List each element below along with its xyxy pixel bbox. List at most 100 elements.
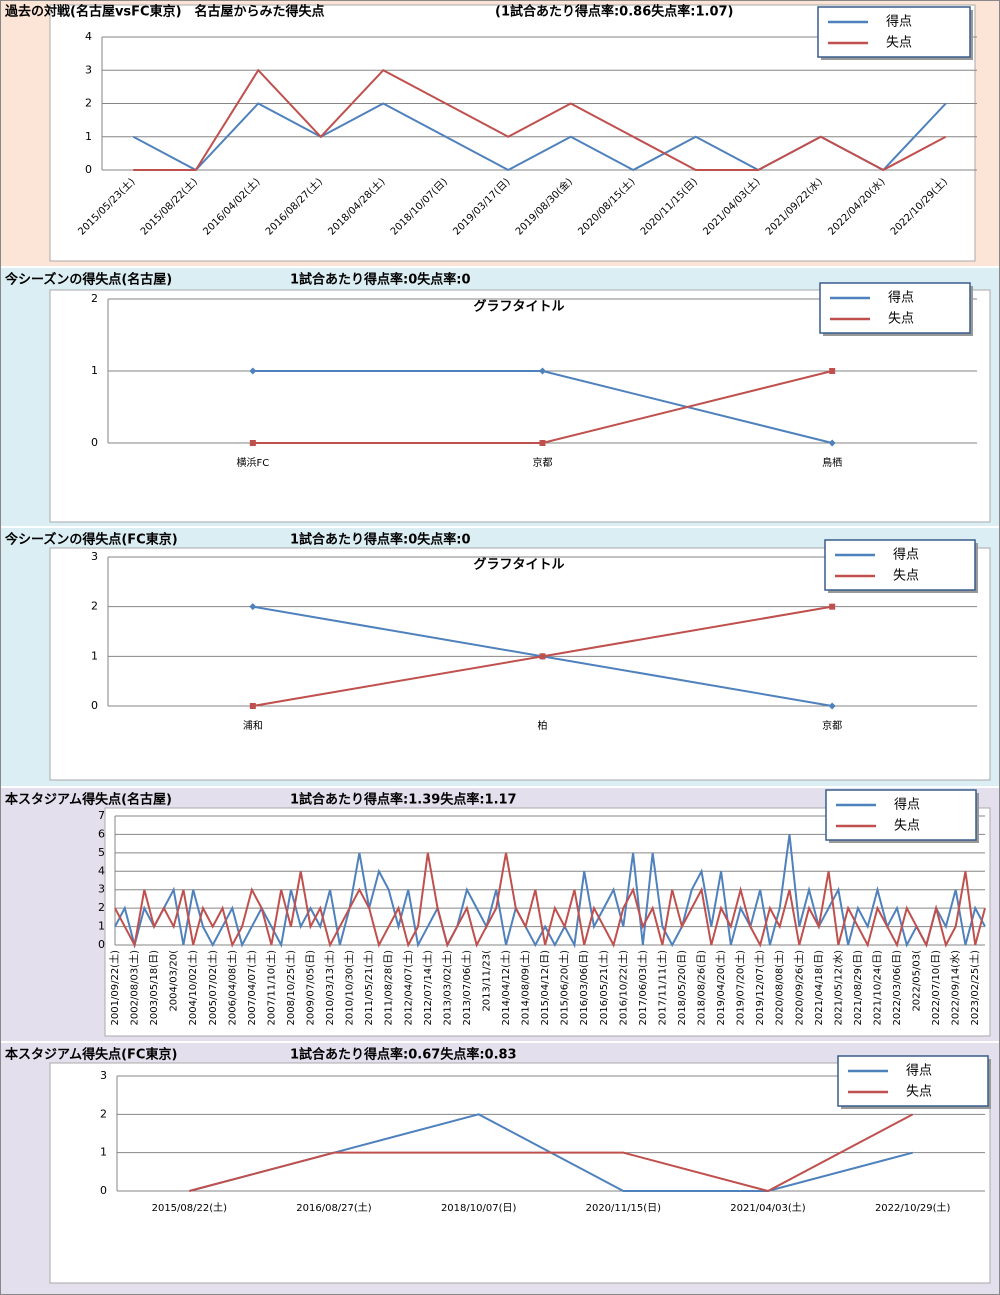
point-marker bbox=[828, 439, 836, 447]
legend-label: 得点 bbox=[888, 290, 914, 306]
x-tick-label: 2012/04/07(土) bbox=[401, 950, 414, 1026]
panel-title: 今シーズンの得失点(FC東京) bbox=[4, 532, 178, 548]
legend-label: 得点 bbox=[886, 14, 912, 30]
x-tick-label: 2008/10/25(土) bbox=[284, 950, 297, 1026]
x-tick-label: 2011/08/28(日) bbox=[384, 950, 395, 1026]
x-tick-label: 2012/07/14(土) bbox=[421, 950, 434, 1026]
x-tick-label: 2018/08/26(日) bbox=[697, 950, 708, 1026]
x-tick-label: 2022/05/03( bbox=[912, 950, 923, 1012]
point-marker bbox=[829, 603, 836, 610]
x-tick-label: 2021/04/18(日) bbox=[814, 950, 825, 1026]
series-line bbox=[133, 68, 947, 172]
x-tick-label: 2003/05/18(日) bbox=[149, 950, 160, 1026]
legend bbox=[837, 1055, 989, 1107]
series-line bbox=[114, 834, 986, 949]
x-tick-label: 2016/05/21(土) bbox=[597, 950, 610, 1026]
panel-subtitle: 1試合あたり得点率:0.67失点率:0.83 bbox=[290, 1047, 517, 1063]
y-tick-label: 1 bbox=[85, 130, 92, 143]
panel-subtitle: 1試合あたり得点率:0失点率:0 bbox=[290, 532, 471, 548]
y-tick-label: 4 bbox=[85, 30, 92, 43]
x-tick-label: 2022/07/10(日) bbox=[931, 950, 942, 1026]
x-tick-label: 横浜FC bbox=[236, 456, 269, 469]
x-tick-label: 京都 bbox=[822, 719, 842, 732]
legend bbox=[825, 789, 977, 841]
y-tick-label: 3 bbox=[91, 550, 98, 563]
y-tick-label: 0 bbox=[91, 436, 98, 449]
x-tick-label: 2007/04/07(土) bbox=[245, 950, 258, 1026]
x-tick-label: 2016/10/22(土) bbox=[616, 950, 629, 1026]
x-tick-label: 2013/03/02(土) bbox=[440, 950, 453, 1026]
y-tick-label: 7 bbox=[98, 809, 105, 822]
panel-title: 本スタジアム得失点(名古屋) bbox=[5, 792, 172, 808]
x-tick-label: 2018/10/07(日) bbox=[441, 1203, 517, 1214]
x-tick-label: 2010/03/13(土) bbox=[323, 950, 336, 1026]
y-tick-label: 0 bbox=[91, 699, 98, 712]
point-marker bbox=[828, 702, 836, 710]
x-tick-label: 2005/07/02(土) bbox=[206, 950, 219, 1026]
y-tick-label: 5 bbox=[98, 846, 105, 859]
point-marker bbox=[249, 703, 256, 709]
legend-label: 得点 bbox=[893, 547, 919, 563]
x-tick-label: 2019/07/20(土) bbox=[734, 950, 747, 1026]
x-tick-label: 2016/03/06(日) bbox=[579, 950, 590, 1026]
x-tick-label: 2020/08/08(土) bbox=[773, 950, 786, 1026]
panel-subtitle: 1試合あたり得点率:0失点率:0 bbox=[290, 272, 471, 288]
x-tick-label: 2022/10/29(土) bbox=[875, 1201, 951, 1214]
x-tick-label: 2021/08/29(日) bbox=[853, 950, 864, 1026]
y-tick-label: 4 bbox=[98, 864, 105, 877]
x-tick-label: 2019/04/20(土) bbox=[714, 950, 727, 1026]
y-tick-label: 1 bbox=[100, 1146, 107, 1159]
x-tick-label: 2022/09/14(水) bbox=[950, 950, 962, 1026]
x-tick-label: 2021/05/12(水) bbox=[832, 950, 844, 1026]
y-tick-label: 0 bbox=[100, 1184, 107, 1197]
y-tick-label: 1 bbox=[98, 920, 105, 933]
y-tick-label: 2 bbox=[91, 600, 98, 613]
x-tick-label: 2007/11/10(土) bbox=[264, 950, 277, 1026]
point-marker bbox=[539, 440, 546, 446]
legend-label: 失点 bbox=[894, 819, 920, 834]
point-marker bbox=[539, 367, 546, 375]
legend-label: 失点 bbox=[888, 312, 914, 327]
legend bbox=[817, 6, 971, 58]
panel-title: 過去の対戦(名古屋vsFC東京) 名古屋からみた得失点 bbox=[4, 4, 325, 20]
point-marker bbox=[539, 653, 546, 660]
x-tick-label: 2021/10/24(日) bbox=[872, 950, 883, 1026]
panel-subtitle: (1試合あたり得点率:0.86失点率:1.07) bbox=[495, 4, 733, 20]
panel-subtitle: 1試合あたり得点率:1.39失点率:1.17 bbox=[290, 792, 517, 808]
series-line bbox=[114, 852, 986, 949]
panel-title: 本スタジアム得失点(FC東京) bbox=[5, 1047, 177, 1063]
legend bbox=[819, 282, 971, 334]
x-tick-label: 2015/06/20(土) bbox=[558, 950, 571, 1026]
x-tick-label: 2016/08/27(土) bbox=[296, 1201, 372, 1214]
x-tick-label: 鳥栖 bbox=[822, 456, 842, 469]
x-tick-label: 浦和 bbox=[243, 719, 263, 732]
x-tick-label: 2020/09/26(土) bbox=[792, 950, 805, 1026]
x-tick-label: 2019/12/07(土) bbox=[753, 950, 766, 1026]
y-tick-label: 2 bbox=[91, 292, 98, 305]
x-tick-label: 2018/05/20(日) bbox=[677, 950, 688, 1026]
panel-title: 今シーズンの得失点(名古屋) bbox=[4, 272, 172, 288]
legend-label: 得点 bbox=[894, 797, 920, 813]
x-tick-label: 2001/09/22(土) bbox=[108, 950, 121, 1026]
y-tick-label: 3 bbox=[100, 1069, 107, 1082]
x-tick-label: 2014/04/12(土) bbox=[499, 950, 512, 1026]
y-tick-label: 1 bbox=[91, 649, 98, 662]
x-tick-label: 2015/08/22(土) bbox=[152, 1201, 228, 1214]
y-tick-label: 3 bbox=[85, 63, 92, 76]
point-marker bbox=[249, 367, 257, 375]
y-tick-label: 3 bbox=[98, 883, 105, 896]
x-tick-label: 2023/02/25(土) bbox=[968, 950, 981, 1026]
x-tick-label: 2013/07/06(土) bbox=[460, 950, 473, 1026]
legend bbox=[824, 539, 976, 591]
point-marker bbox=[249, 603, 257, 611]
y-tick-label: 2 bbox=[98, 901, 105, 914]
x-tick-label: 2002/08/03(土) bbox=[128, 950, 141, 1026]
legend-label: 失点 bbox=[906, 1085, 932, 1100]
chart-title: グラフタイトル bbox=[473, 299, 564, 315]
point-marker bbox=[829, 368, 836, 374]
chart-title: グラフタイトル bbox=[473, 557, 564, 573]
y-tick-label: 6 bbox=[98, 827, 105, 840]
x-tick-label: 2014/08/09(土) bbox=[519, 950, 532, 1026]
x-tick-label: 2017/06/03(土) bbox=[636, 950, 649, 1026]
